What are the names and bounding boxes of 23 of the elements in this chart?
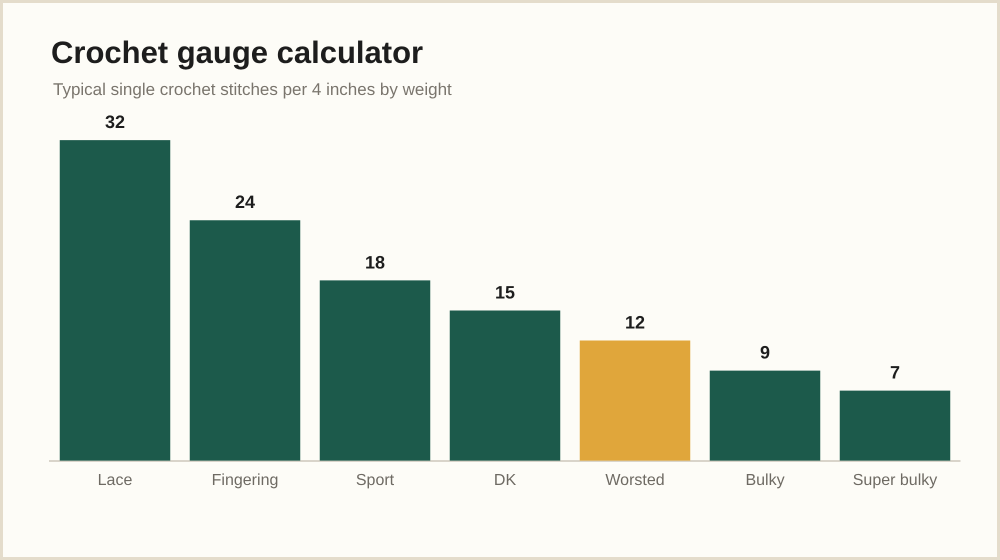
bar — [580, 340, 690, 461]
chart-subtitle: Typical single crochet stitches per 4 inches by weight — [53, 80, 452, 100]
bar — [840, 390, 950, 461]
data-label: 12 — [624, 312, 646, 332]
bar — [450, 310, 560, 461]
x-tick-label: Sport — [356, 472, 395, 489]
bar — [320, 280, 430, 461]
bar — [190, 220, 300, 461]
data-label: 7 — [890, 362, 900, 383]
bar — [60, 140, 170, 461]
data-label: 18 — [364, 252, 386, 272]
data-label: 9 — [760, 342, 770, 363]
x-tick-label: Super bulky — [852, 472, 938, 489]
x-tick-label: DK — [494, 472, 516, 489]
chart-title: Crochet gauge calculator — [51, 35, 424, 71]
x-tick-label: Lace — [98, 472, 132, 489]
x-tick-label: Fingering — [212, 472, 278, 489]
x-tick-label: Worsted — [605, 472, 665, 489]
data-label: 15 — [494, 282, 516, 302]
data-label: 32 — [104, 112, 126, 132]
bar — [710, 370, 820, 461]
data-label: 24 — [234, 192, 256, 212]
x-tick-label: Bulky — [745, 472, 785, 489]
